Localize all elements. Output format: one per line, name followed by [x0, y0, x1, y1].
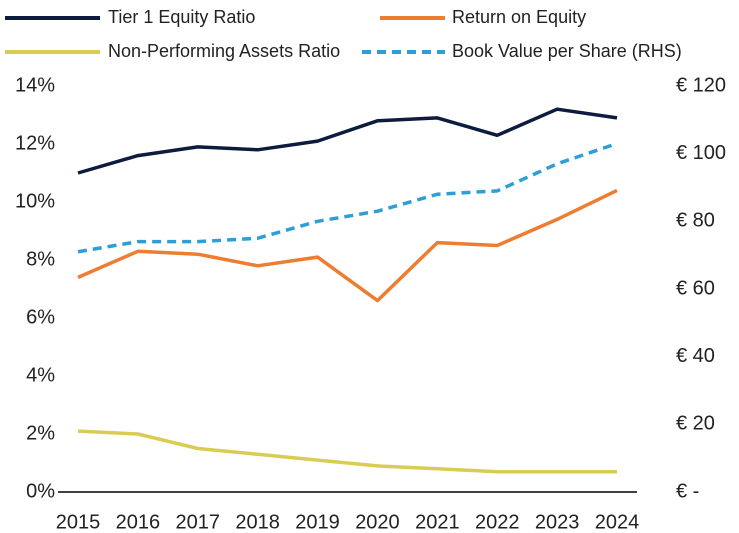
y-tick-label: 12%	[15, 132, 55, 154]
y-tick-label: 8%	[26, 248, 55, 270]
legend-label: Return on Equity	[452, 7, 586, 27]
x-tick-label: 2019	[295, 511, 340, 533]
y-tick-label: 0%	[26, 480, 55, 502]
y-tick-label: 10%	[15, 190, 55, 212]
y2-tick-label: € 20	[676, 413, 715, 435]
x-tick-label: 2017	[176, 511, 221, 533]
y-tick-label: 6%	[26, 306, 55, 328]
series-line	[77, 107, 618, 175]
y-tick-label: 14%	[15, 74, 55, 96]
x-tick-label: 2020	[355, 511, 400, 533]
y-tick-label: 2%	[26, 422, 55, 444]
series-line	[77, 188, 618, 303]
y2-tick-label: € 60	[676, 277, 715, 299]
x-tick-label: 2023	[535, 511, 580, 533]
x-tick-label: 2022	[475, 511, 520, 533]
legend-label: Tier 1 Equity Ratio	[108, 7, 255, 27]
series-line	[77, 141, 618, 254]
x-tick-label: 2015	[56, 511, 101, 533]
y2-tick-label: € 40	[676, 345, 715, 367]
x-tick-label: 2021	[415, 511, 460, 533]
x-tick-label: 2018	[235, 511, 280, 533]
y-tick-label: 4%	[26, 364, 55, 386]
x-tick-label: 2024	[595, 511, 640, 533]
series-line	[77, 429, 617, 474]
y2-tick-label: € 120	[676, 74, 726, 96]
legend-label: Non-Performing Assets Ratio	[108, 41, 340, 61]
y2-tick-label: € 100	[676, 142, 726, 164]
legend-label: Book Value per Share (RHS)	[452, 41, 682, 61]
x-tick-label: 2016	[116, 511, 161, 533]
y2-tick-label: € 80	[676, 210, 715, 232]
y2-tick-label: € -	[676, 480, 699, 502]
